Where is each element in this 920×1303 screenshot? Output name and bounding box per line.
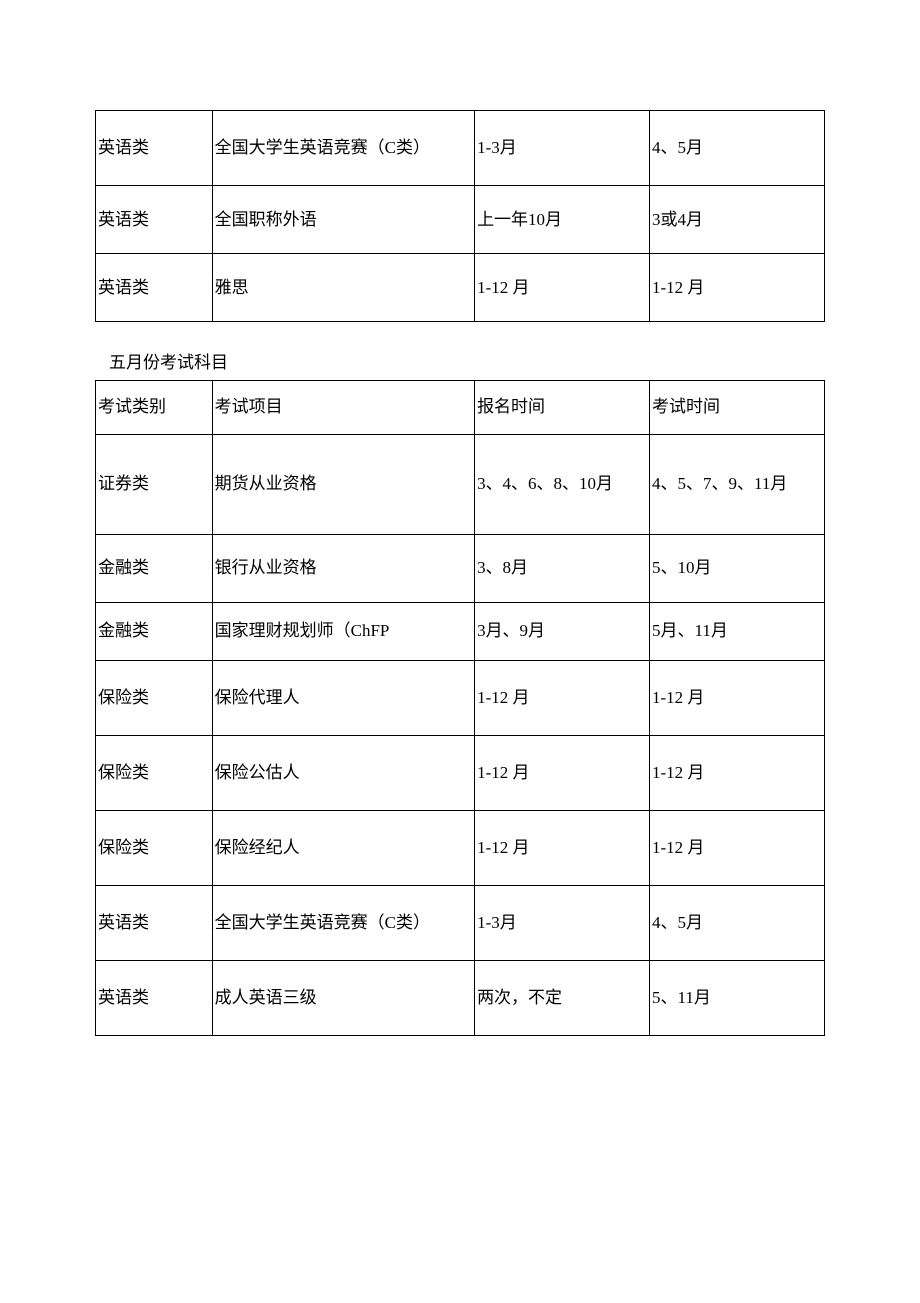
cell-category: 英语类 (96, 111, 213, 186)
table-row: 英语类 成人英语三级 两次，不定 5、11月 (96, 960, 825, 1035)
header-item: 考试项目 (212, 380, 474, 434)
cell-category: 保险类 (96, 660, 213, 735)
cell-category: 英语类 (96, 960, 213, 1035)
cell-item: 成人英语三级 (212, 960, 474, 1035)
cell-signup: 上一年10月 (475, 186, 650, 254)
cell-signup: 3、8月 (475, 534, 650, 602)
cell-signup: 1-3月 (475, 111, 650, 186)
table-row: 证券类 期货从业资格 3、4、6、8、10月 4、5、7、9、11月 (96, 434, 825, 534)
section-title-may: 五月份考试科目 (109, 350, 825, 376)
table-row: 金融类 银行从业资格 3、8月 5、10月 (96, 534, 825, 602)
cell-examtime: 1-12 月 (650, 735, 825, 810)
cell-item: 保险经纪人 (212, 810, 474, 885)
cell-examtime: 4、5月 (650, 111, 825, 186)
table-row: 英语类 全国大学生英语竞赛（C类） 1-3月 4、5月 (96, 885, 825, 960)
cell-item: 银行从业资格 (212, 534, 474, 602)
cell-item: 全国大学生英语竞赛（C类） (212, 885, 474, 960)
table-row: 保险类 保险经纪人 1-12 月 1-12 月 (96, 810, 825, 885)
table-row: 保险类 保险公估人 1-12 月 1-12 月 (96, 735, 825, 810)
cell-examtime: 4、5月 (650, 885, 825, 960)
header-signup: 报名时间 (475, 380, 650, 434)
cell-signup: 1-12 月 (475, 810, 650, 885)
header-category: 考试类别 (96, 380, 213, 434)
cell-examtime: 5、10月 (650, 534, 825, 602)
cell-category: 英语类 (96, 885, 213, 960)
table-row: 英语类 全国大学生英语竞赛（C类） 1-3月 4、5月 (96, 111, 825, 186)
cell-category: 保险类 (96, 735, 213, 810)
cell-examtime: 5、11月 (650, 960, 825, 1035)
cell-signup: 1-3月 (475, 885, 650, 960)
cell-signup: 两次，不定 (475, 960, 650, 1035)
cell-item: 保险公估人 (212, 735, 474, 810)
cell-item: 期货从业资格 (212, 434, 474, 534)
table-row: 保险类 保险代理人 1-12 月 1-12 月 (96, 660, 825, 735)
cell-category: 金融类 (96, 534, 213, 602)
header-examtime: 考试时间 (650, 380, 825, 434)
table-row: 英语类 全国职称外语 上一年10月 3或4月 (96, 186, 825, 254)
cell-category: 英语类 (96, 254, 213, 322)
cell-signup: 1-12 月 (475, 660, 650, 735)
cell-signup: 1-12 月 (475, 254, 650, 322)
cell-category: 英语类 (96, 186, 213, 254)
cell-examtime: 1-12 月 (650, 660, 825, 735)
table-row: 金融类 国家理财规划师（ChFP 3月、9月 5月、11月 (96, 602, 825, 660)
cell-signup: 3、4、6、8、10月 (475, 434, 650, 534)
cell-item: 雅思 (212, 254, 474, 322)
cell-category: 证券类 (96, 434, 213, 534)
cell-category: 保险类 (96, 810, 213, 885)
exam-table-may: 考试类别 考试项目 报名时间 考试时间 证券类 期货从业资格 3、4、6、8、1… (95, 380, 825, 1036)
cell-examtime: 1-12 月 (650, 810, 825, 885)
cell-signup: 3月、9月 (475, 602, 650, 660)
cell-examtime: 5月、11月 (650, 602, 825, 660)
cell-examtime: 1-12 月 (650, 254, 825, 322)
cell-item: 保险代理人 (212, 660, 474, 735)
cell-category: 金融类 (96, 602, 213, 660)
cell-examtime: 3或4月 (650, 186, 825, 254)
table-header-row: 考试类别 考试项目 报名时间 考试时间 (96, 380, 825, 434)
cell-item: 全国职称外语 (212, 186, 474, 254)
cell-examtime: 4、5、7、9、11月 (650, 434, 825, 534)
cell-item: 国家理财规划师（ChFP (212, 602, 474, 660)
cell-signup: 1-12 月 (475, 735, 650, 810)
table-row: 英语类 雅思 1-12 月 1-12 月 (96, 254, 825, 322)
exam-table-april: 英语类 全国大学生英语竞赛（C类） 1-3月 4、5月 英语类 全国职称外语 上… (95, 110, 825, 322)
cell-item: 全国大学生英语竞赛（C类） (212, 111, 474, 186)
